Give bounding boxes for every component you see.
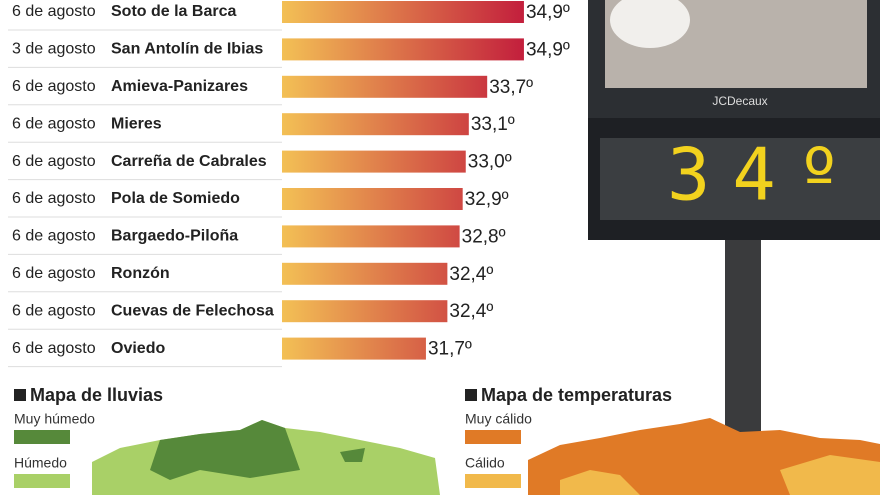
legend-swatch xyxy=(465,430,521,444)
value-label: 32,9º xyxy=(465,189,509,210)
legend-label: Cálido xyxy=(465,455,505,471)
display: 34º xyxy=(667,133,863,217)
category-label: Amieva-Panizares xyxy=(111,78,248,95)
legends: Mapa de lluvias Muy húmedo Húmedo Mapa de t… xyxy=(14,385,672,488)
temp-map-warm xyxy=(560,455,880,495)
bar xyxy=(282,337,426,360)
date: 3 de agosto xyxy=(12,41,96,58)
date: 6 de agosto xyxy=(12,190,96,207)
category-label: Soto de la Barca xyxy=(111,3,236,20)
category-label: Ronzón xyxy=(111,265,170,282)
date: 6 de agosto xyxy=(12,302,96,319)
value-label: 33,7º xyxy=(489,77,533,98)
value-label: 31,7º xyxy=(428,339,472,360)
category-label: Oviedo xyxy=(111,340,165,357)
legend-title: Mapa de temperaturas xyxy=(481,385,672,405)
legend-swatch xyxy=(14,474,70,488)
legend-square xyxy=(465,389,477,401)
category-label: San Antolín de Ibias xyxy=(111,41,263,58)
value-label: 32,4º xyxy=(449,301,493,322)
value-label: 34,9º xyxy=(526,39,570,60)
category-label: Bargaedo-Piloña xyxy=(111,228,238,245)
bar xyxy=(282,262,448,285)
legend-label: Húmedo xyxy=(14,455,67,471)
date: 6 de agosto xyxy=(12,115,96,132)
bar xyxy=(282,150,466,173)
date: 6 de agosto xyxy=(12,153,96,170)
bar xyxy=(282,300,448,323)
bar-chart: 6 de agosto Soto de la Barca 34,9º 3 de ago… xyxy=(8,1,570,368)
rain-map-wet xyxy=(150,420,365,480)
photo: JCDecaux 34º xyxy=(588,0,880,440)
value-label: 33,1º xyxy=(471,114,515,135)
legend-title: Mapa de lluvias xyxy=(30,385,163,405)
bar xyxy=(282,225,460,248)
value-label: 34,9º xyxy=(526,2,570,23)
legend-label: Muy húmedo xyxy=(14,411,95,427)
bar xyxy=(282,188,463,210)
date: 6 de agosto xyxy=(12,265,96,282)
legend-swatch xyxy=(465,474,521,488)
bar xyxy=(282,113,469,136)
date: 6 de agosto xyxy=(12,228,96,245)
category-label: Cuevas de Felechosa xyxy=(111,302,274,319)
legend-label: Muy cálido xyxy=(465,411,532,427)
category-label: Pola de Somiedo xyxy=(111,190,240,207)
date: 6 de agosto xyxy=(12,3,96,20)
legend-square xyxy=(14,389,26,401)
value-label: 32,4º xyxy=(449,264,493,285)
brand: JCDecaux xyxy=(712,94,767,108)
legend-swatch xyxy=(14,430,70,444)
bar xyxy=(282,1,524,23)
value-label: 32,8º xyxy=(462,226,506,247)
category-label: Carreña de Cabrales xyxy=(111,153,267,170)
bar xyxy=(282,75,488,98)
bar xyxy=(282,38,524,61)
value-label: 33,0º xyxy=(468,152,512,173)
date: 6 de agosto xyxy=(12,78,96,95)
category-label: Mieres xyxy=(111,115,162,132)
date: 6 de agosto xyxy=(12,340,96,357)
